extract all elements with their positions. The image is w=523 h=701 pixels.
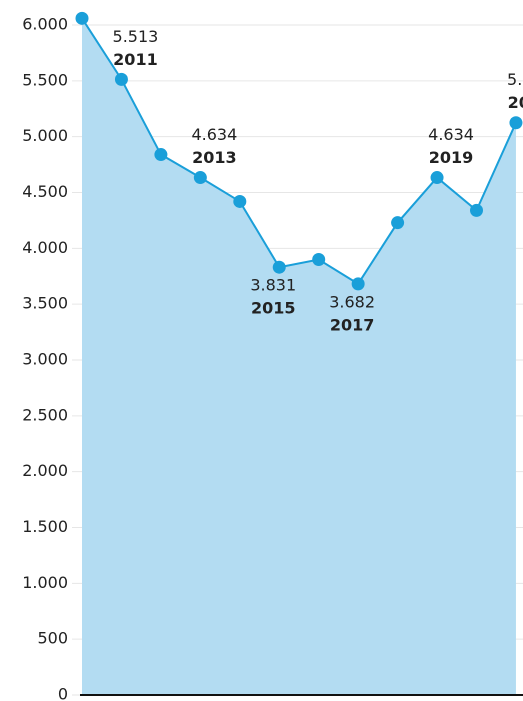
point (272, 260, 286, 274)
point (114, 72, 128, 86)
data-label: 5.513 (113, 27, 159, 46)
y-tick-label: 3.000 (22, 350, 68, 369)
category-label: 2019 (429, 148, 474, 167)
y-tick-label: 4.500 (22, 182, 68, 201)
line (81, 17, 517, 286)
y-tick-label: 1.500 (22, 517, 68, 536)
point (509, 116, 523, 130)
data-label: 5.125 (507, 70, 523, 89)
y-tick-label: 4.000 (22, 238, 68, 257)
area (82, 18, 523, 695)
category-label: 2017 (330, 315, 375, 334)
y-tick-label: 2.500 (22, 405, 68, 424)
y-tick-label: 3.500 (22, 294, 68, 313)
y-tick-label: 1.000 (22, 573, 68, 592)
point (312, 253, 326, 267)
point (233, 194, 247, 208)
category-label: 2011 (113, 50, 158, 69)
data-label: 3.831 (250, 276, 296, 295)
point (391, 216, 405, 230)
y-tick-label: 500 (37, 629, 68, 648)
y-tick-label: 5.000 (22, 126, 68, 145)
point (351, 277, 365, 291)
y-tick-label: 5.500 (22, 70, 68, 89)
category-label: 2021 (508, 93, 523, 112)
y-tick-label: 6.000 (22, 15, 68, 34)
data-label: 3.682 (329, 292, 375, 311)
y-tick-label: 2.000 (22, 461, 68, 480)
data-label: 4.634 (428, 125, 474, 144)
category-label: 2015 (251, 299, 296, 318)
point (470, 203, 483, 217)
data-label: 4.634 (191, 125, 237, 144)
y-tick-label: 0 (58, 685, 68, 701)
point (430, 171, 444, 185)
point (154, 148, 168, 162)
point (75, 11, 89, 25)
category-label: 2013 (192, 148, 237, 167)
point (193, 171, 207, 185)
